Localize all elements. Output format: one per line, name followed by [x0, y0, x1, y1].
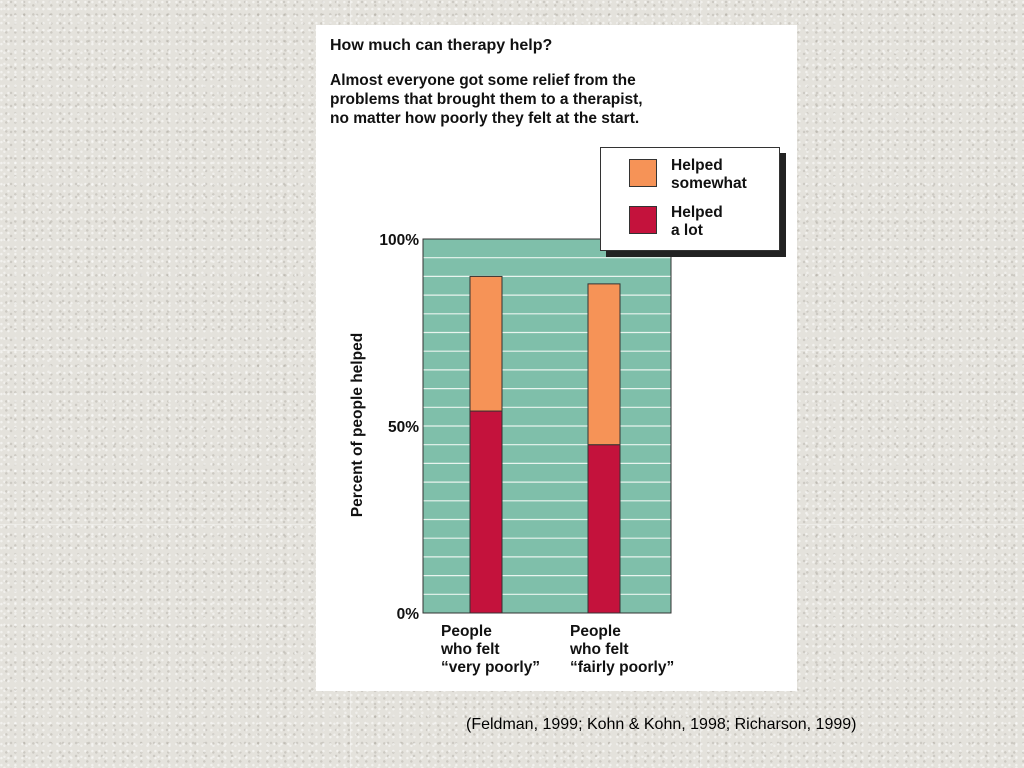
y-tick-label: 0% [397, 606, 420, 623]
subtitle-line: Almost everyone got some relief from the [330, 72, 636, 89]
x-category-line: People [570, 623, 621, 640]
subtitle-line: no matter how poorly they felt at the st… [330, 110, 640, 127]
y-tick-label: 50% [388, 419, 419, 436]
x-category-line: People [441, 623, 492, 640]
y-axis-label: Percent of people helped [349, 333, 366, 517]
citation: (Feldman, 1999; Kohn & Kohn, 1998; Richa… [466, 716, 857, 733]
gridlines [423, 257, 671, 595]
bar-segment-1-0 [587, 444, 621, 614]
legend-swatch-helped-somewhat [629, 159, 657, 187]
stacked-bar-chart: 0% 50% 100% Percent of people helped [349, 232, 672, 623]
x-category-line: who felt [441, 641, 500, 658]
x-category-label-very-poorly: People who felt “very poorly” [441, 623, 540, 677]
legend-item-helped-somewhat: Helped somewhat [629, 157, 747, 193]
legend-label-line: Helped [671, 157, 723, 174]
subtitle-line: problems that brought them to a therapis… [330, 91, 643, 108]
legend-label-helped-somewhat: Helped somewhat [671, 157, 747, 193]
legend-label-helped-a-lot: Helped a lot [671, 204, 723, 240]
y-tick-label: 100% [379, 232, 419, 249]
x-category-line: who felt [570, 641, 629, 658]
legend-swatch-helped-a-lot [629, 206, 657, 234]
chart-subtitle: Almost everyone got some relief from the… [330, 71, 770, 128]
chart-panel: How much can therapy help? Almost everyo… [316, 25, 797, 691]
legend: Helped somewhat Helped a lot [600, 147, 780, 251]
bar-segment-0-1 [469, 275, 503, 412]
y-axis-tick-labels: 0% 50% 100% [379, 232, 419, 623]
x-category-line: “fairly poorly” [570, 659, 675, 676]
bars [469, 275, 621, 614]
chart-title: How much can therapy help? [330, 37, 553, 54]
legend-label-line: a lot [671, 222, 703, 239]
bar-segment-1-1 [587, 283, 621, 446]
x-category-line: “very poorly” [441, 659, 541, 676]
bar-segment-0-0 [469, 410, 503, 614]
plot-border [422, 238, 672, 614]
legend-item-helped-a-lot: Helped a lot [629, 204, 723, 240]
legend-label-line: Helped [671, 204, 723, 221]
legend-label-line: somewhat [671, 175, 747, 192]
x-category-label-fairly-poorly: People who felt “fairly poorly” [570, 623, 674, 677]
